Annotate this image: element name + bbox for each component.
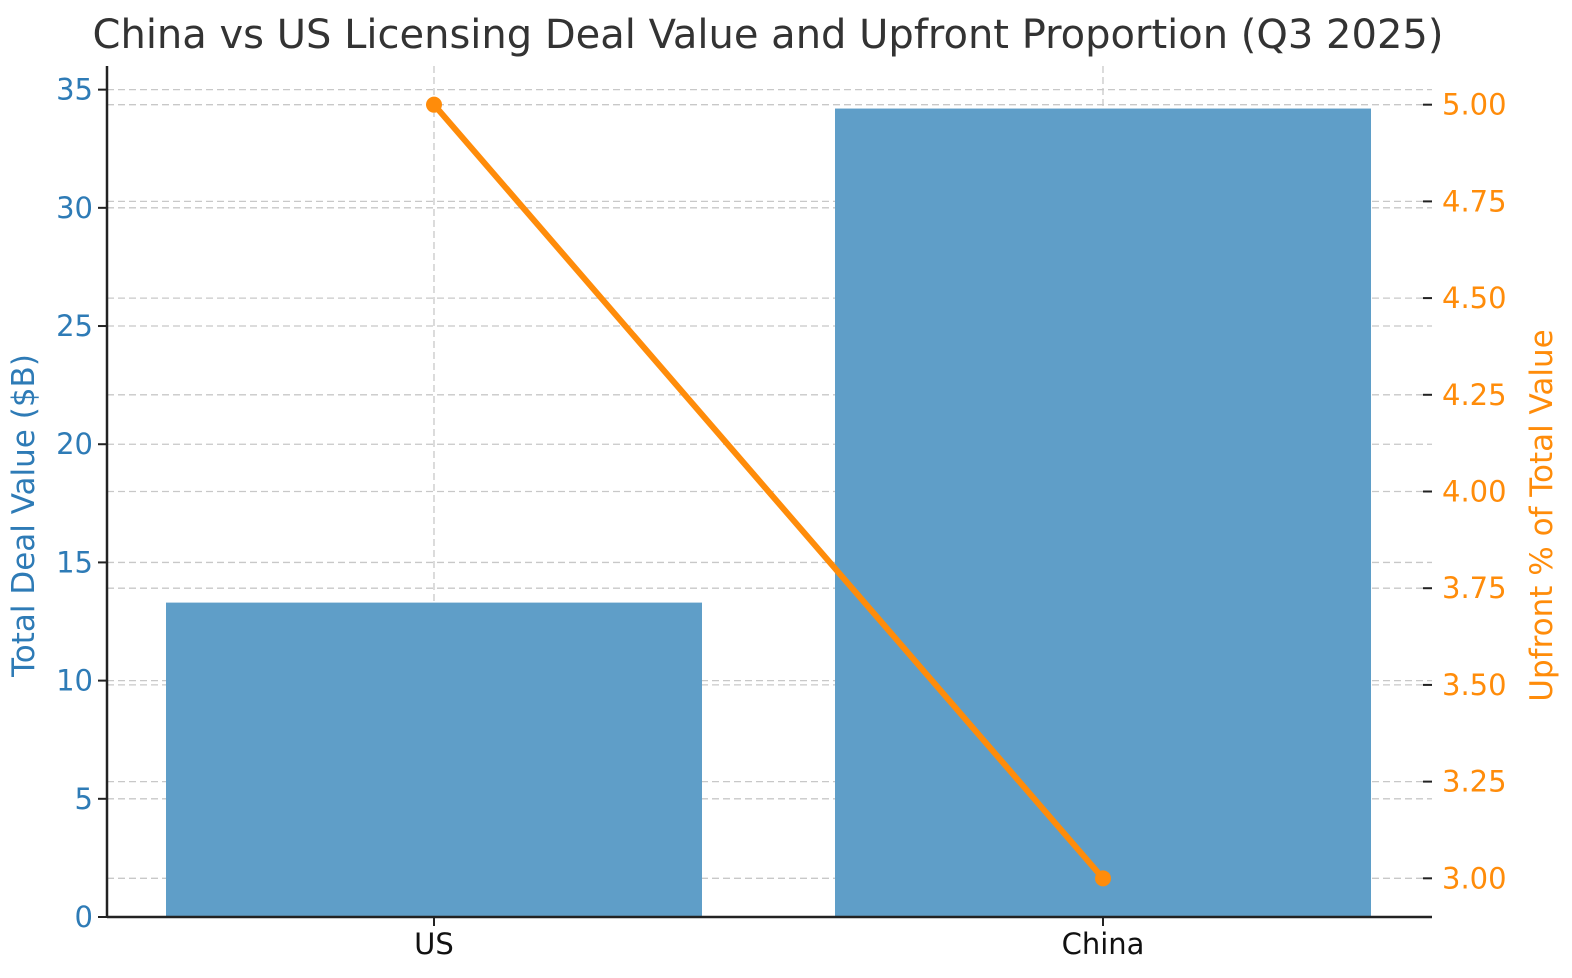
right-tick-label: 3.75 (1442, 571, 1507, 605)
left-tick-label: 10 (56, 664, 93, 698)
left-tick-label: 5 (75, 782, 93, 816)
bar-china (835, 108, 1371, 918)
bar-us (166, 602, 702, 917)
chart-title: China vs US Licensing Deal Value and Upf… (93, 12, 1444, 58)
upfront-point-us (426, 96, 442, 113)
right-axis-label: Upfront % of Total Value (1524, 329, 1560, 701)
right-tick-label: 4.25 (1442, 378, 1507, 412)
right-axis-ticks: 3.00 3.25 3.50 3.75 4.00 4.25 4.50 4.75 5.00 (1423, 88, 1507, 895)
left-tick-label: 15 (56, 545, 93, 579)
upfront-point-china (1095, 870, 1111, 887)
left-tick-label: 0 (75, 900, 93, 934)
right-tick-label: 3.00 (1442, 861, 1507, 895)
upfront-polyline (431, 101, 1106, 882)
left-tick-label: 25 (56, 309, 93, 343)
x-tick-label-china: China (1062, 927, 1145, 961)
upfront-line (426, 96, 1111, 887)
right-tick-label: 3.25 (1442, 765, 1507, 799)
left-tick-label: 20 (56, 427, 93, 461)
bars (166, 108, 1371, 918)
x-axis-ticks: US China (414, 917, 1144, 961)
right-tick-label: 5.00 (1442, 88, 1507, 122)
left-tick-label: 30 (56, 191, 93, 225)
right-tick-label: 4.00 (1442, 475, 1507, 509)
x-tick-label-us: US (414, 927, 454, 961)
right-tick-label: 3.50 (1442, 668, 1507, 702)
left-axis-ticks: 0 5 10 15 20 25 30 35 (56, 73, 107, 934)
right-tick-label: 4.75 (1442, 184, 1507, 218)
right-tick-label: 4.50 (1442, 281, 1507, 315)
left-axis-label: Total Deal Value ($B) (6, 354, 42, 678)
left-tick-label: 35 (56, 73, 93, 107)
